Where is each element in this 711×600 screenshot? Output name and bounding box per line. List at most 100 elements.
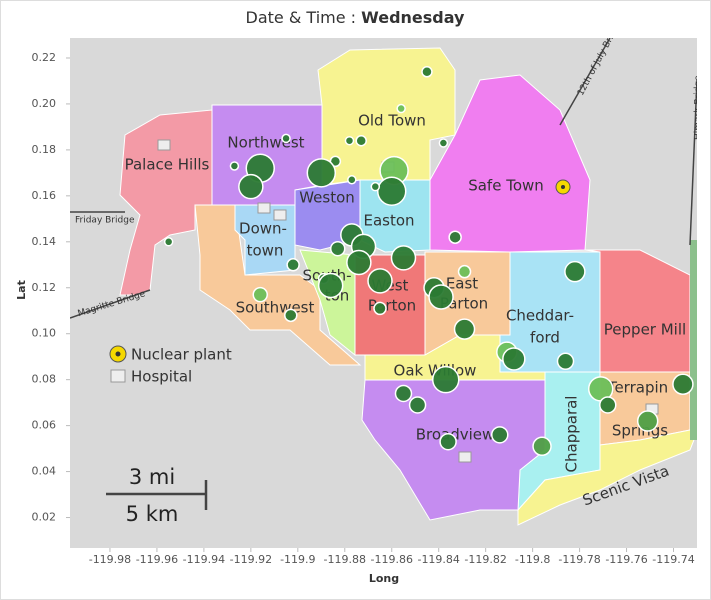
title-label: Date & Time :: [246, 8, 357, 27]
region-label: Northwest: [227, 134, 304, 152]
y-tick-label: 0.14: [32, 235, 57, 248]
y-tick-label: 0.12: [32, 281, 57, 294]
point: [373, 301, 387, 316]
y-tick-label: 0.20: [32, 97, 57, 110]
point: [329, 240, 346, 257]
point: [408, 396, 427, 414]
road: [70, 289, 151, 319]
region-label: Safe Town: [468, 177, 544, 195]
point: [355, 134, 367, 147]
point: [428, 284, 454, 310]
point: [672, 373, 694, 396]
title-value: Wednesday: [361, 8, 465, 27]
point: [367, 268, 393, 294]
x-tick-label: -119.74: [652, 553, 694, 566]
point: [347, 175, 357, 185]
points: [163, 66, 694, 457]
point: [636, 410, 659, 432]
y-tick-label: 0.18: [32, 143, 57, 156]
roads: [70, 38, 697, 319]
point: [599, 396, 617, 414]
scale-label: 5 km: [126, 502, 179, 526]
point: [396, 103, 406, 114]
x-tick-label: -119.98: [89, 553, 131, 566]
region-label: Cheddar-: [506, 307, 574, 325]
region-label: Old Town: [358, 112, 426, 130]
region: [584, 249, 691, 373]
x-tick-label: -119.96: [136, 553, 178, 566]
x-tick-label: -119.92: [230, 553, 272, 566]
point: [453, 318, 476, 340]
point: [306, 158, 337, 188]
y-axis-label: Lat: [15, 280, 28, 300]
region-label: Chapparal: [563, 396, 581, 473]
point: [502, 347, 526, 371]
x-tick-label: -119.82: [464, 553, 506, 566]
y-tick-label: 0.16: [32, 189, 57, 202]
region: [299, 249, 356, 357]
hospital-icon: [273, 209, 287, 221]
region: [361, 379, 546, 521]
point: [439, 432, 457, 451]
road: [559, 38, 611, 126]
map: Palace Hills Northwest Old Town Weston E…: [70, 38, 704, 548]
x-tick-label: -119.94: [183, 553, 225, 566]
y-tick-label: 0.10: [32, 327, 57, 340]
point: [457, 264, 472, 279]
scale-bar: [106, 480, 208, 510]
road-label: Friday Bridge: [75, 216, 135, 226]
x-axis-label: Long: [369, 572, 399, 585]
point: [252, 286, 268, 303]
hospital-icon: [458, 451, 472, 463]
point: [163, 237, 174, 247]
region-label: Pepper Mill: [604, 321, 686, 339]
point: [370, 181, 381, 192]
region-label: Easton: [363, 212, 414, 230]
point: [491, 426, 509, 444]
point: [344, 135, 355, 146]
x-tick-label: -119.8: [515, 553, 550, 566]
nuclear-icon: [561, 185, 565, 189]
y-tick-label: 0.04: [32, 465, 57, 478]
point: [448, 230, 462, 244]
region-label: ford: [530, 329, 560, 347]
x-tick-label: -119.76: [605, 553, 647, 566]
region-label: Weston: [299, 189, 355, 207]
road-label: Himark Bridge: [694, 75, 704, 140]
point: [390, 245, 417, 271]
legend-label: Nuclear plant: [131, 346, 232, 364]
point: [286, 258, 300, 272]
x-tick-label: -119.84: [417, 553, 459, 566]
point: [431, 365, 460, 394]
title: Date & Time : Wednesday: [246, 8, 466, 27]
point: [394, 384, 413, 403]
point: [421, 66, 433, 78]
point: [238, 173, 264, 200]
point: [438, 138, 449, 148]
point: [317, 272, 344, 299]
region: [194, 204, 362, 366]
point: [556, 352, 575, 371]
x-tick-label: -119.78: [558, 553, 600, 566]
y-tick-label: 0.02: [32, 511, 57, 524]
region: [690, 240, 697, 440]
region-label: Terrapin: [607, 379, 668, 397]
point: [229, 161, 240, 171]
point: [564, 260, 586, 283]
x-tick-label: -119.9: [280, 553, 315, 566]
hospital-icon: [257, 202, 271, 214]
point: [284, 308, 298, 323]
legend-nuclear-icon: [115, 351, 121, 357]
hospital-icon: [157, 139, 171, 151]
point: [346, 249, 372, 276]
x-tick-label: -119.86: [371, 553, 413, 566]
region-label: town: [247, 242, 284, 260]
road: [689, 79, 697, 246]
y-tick-label: 0.22: [32, 51, 57, 64]
legend-hospital-icon: [110, 369, 126, 383]
region-label: Broadview: [416, 426, 495, 444]
point: [281, 133, 291, 144]
legend-label: Hospital: [131, 368, 192, 386]
y-tick-label: 0.08: [32, 373, 57, 386]
point: [532, 436, 552, 457]
